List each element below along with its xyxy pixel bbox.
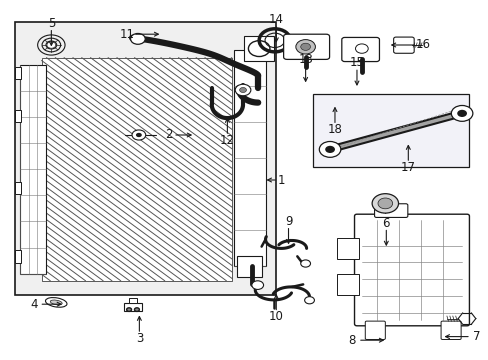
Text: 11: 11 — [120, 28, 134, 41]
Text: 8: 8 — [347, 334, 355, 347]
Bar — [15, 67, 21, 79]
Bar — [41, 58, 232, 281]
Text: 5: 5 — [47, 17, 55, 30]
Circle shape — [136, 133, 142, 137]
FancyBboxPatch shape — [365, 321, 385, 339]
Circle shape — [126, 308, 131, 311]
Circle shape — [456, 110, 466, 117]
FancyBboxPatch shape — [283, 34, 329, 59]
Bar — [237, 256, 261, 277]
FancyBboxPatch shape — [341, 37, 379, 62]
Text: 7: 7 — [472, 330, 480, 343]
Text: 1: 1 — [277, 174, 285, 186]
FancyBboxPatch shape — [354, 214, 468, 326]
Bar — [128, 298, 137, 303]
FancyBboxPatch shape — [374, 204, 407, 217]
Circle shape — [319, 141, 340, 157]
Text: 12: 12 — [220, 134, 234, 147]
Circle shape — [450, 105, 472, 121]
Bar — [15, 250, 21, 263]
Circle shape — [130, 33, 145, 44]
Circle shape — [132, 130, 145, 140]
Text: 6: 6 — [382, 217, 389, 230]
Circle shape — [239, 87, 246, 93]
Circle shape — [304, 297, 314, 304]
Text: 13: 13 — [298, 53, 312, 66]
Text: 10: 10 — [268, 310, 283, 323]
Bar — [337, 238, 359, 259]
Circle shape — [295, 40, 315, 54]
Circle shape — [377, 198, 392, 209]
Circle shape — [251, 281, 263, 289]
Bar — [15, 22, 276, 295]
Bar — [15, 110, 21, 122]
Bar — [244, 36, 273, 61]
Circle shape — [47, 42, 56, 48]
FancyBboxPatch shape — [393, 37, 413, 53]
Bar — [337, 274, 359, 295]
Text: 9: 9 — [284, 215, 292, 228]
Text: 14: 14 — [268, 13, 283, 26]
Circle shape — [325, 146, 334, 153]
Text: 15: 15 — [349, 57, 364, 69]
Bar — [20, 65, 46, 274]
Circle shape — [235, 84, 250, 96]
Circle shape — [300, 43, 310, 50]
Text: 4: 4 — [30, 298, 38, 311]
Text: 17: 17 — [400, 161, 415, 174]
Bar — [15, 182, 21, 194]
Bar — [124, 303, 142, 311]
Circle shape — [134, 308, 139, 311]
Circle shape — [300, 260, 310, 267]
Text: 18: 18 — [327, 123, 342, 136]
Circle shape — [371, 194, 398, 213]
Text: 2: 2 — [164, 129, 172, 141]
Text: 3: 3 — [135, 332, 143, 345]
Ellipse shape — [50, 300, 62, 305]
FancyBboxPatch shape — [440, 321, 460, 339]
Bar — [233, 50, 265, 266]
Ellipse shape — [45, 298, 67, 307]
Text: 16: 16 — [415, 39, 429, 51]
Bar — [312, 94, 468, 167]
